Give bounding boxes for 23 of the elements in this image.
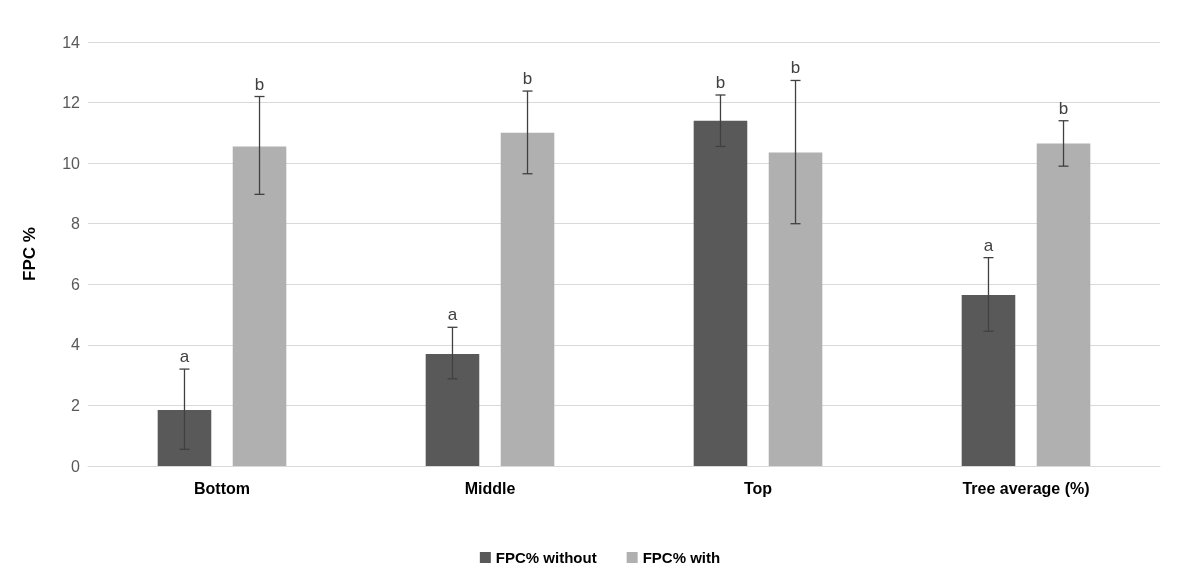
x-tick-label: Middle <box>464 479 516 497</box>
y-tick-label: 10 <box>62 154 81 172</box>
annotation: b <box>790 58 801 78</box>
y-tick-label: 14 <box>62 33 81 51</box>
y-tick-label: 0 <box>71 457 81 475</box>
legend-label: FPC% with <box>642 549 721 566</box>
annotation: b <box>254 74 265 94</box>
legend-label: FPC% without <box>495 549 597 566</box>
annotation: b <box>715 73 726 92</box>
annotation: a <box>447 305 458 325</box>
y-tick-label: 6 <box>71 275 81 293</box>
x-tick-label: Bottom <box>194 479 250 497</box>
annotation: b <box>522 69 533 89</box>
annotation: a <box>983 235 994 255</box>
y-axis-title: FPC % <box>20 227 39 281</box>
y-tick-label: 4 <box>71 336 81 354</box>
y-tick-label: 2 <box>71 396 81 414</box>
x-tick-label: Tree average (%) <box>962 479 1090 497</box>
y-tick-label: 8 <box>71 215 81 233</box>
annotation: b <box>1058 98 1069 118</box>
x-tick-label: Top <box>743 479 773 497</box>
y-tick-label: 12 <box>62 94 81 112</box>
annotation: a <box>179 347 190 367</box>
